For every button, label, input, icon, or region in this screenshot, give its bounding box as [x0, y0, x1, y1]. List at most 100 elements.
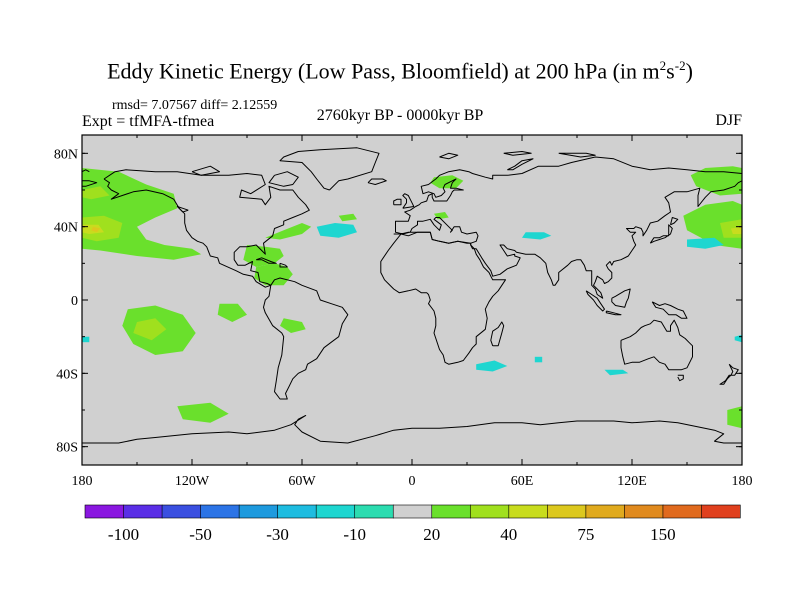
- coastline-4: [82, 180, 98, 187]
- colorbar-swatch-9: [431, 504, 471, 519]
- coastline-28: [503, 151, 532, 156]
- coastline-13: [585, 290, 605, 312]
- contour-patch-26: [534, 356, 543, 363]
- contour-patch-14: [82, 215, 123, 242]
- colorbar-swatch-10: [469, 504, 510, 519]
- coastline-11: [670, 217, 679, 226]
- coastline-24: [191, 165, 220, 176]
- coastline-6: [380, 231, 506, 365]
- axis-ticks: 80N 40N 0 40S 80S 180 120W 60W 0 60E 120E 180: [54, 135, 753, 489]
- colorbar-label: 75: [577, 525, 594, 544]
- title-sup-2: -2: [674, 58, 686, 73]
- contour-patch-22: [522, 232, 552, 240]
- experiment-label: Expt = tfMFA-tfmea: [82, 113, 215, 130]
- contour-patch-6: [177, 402, 229, 423]
- colorbar-swatch-13: [585, 504, 626, 519]
- y-tick-label: 0: [71, 294, 78, 309]
- contour-patch-19: [731, 226, 742, 234]
- colorbar-swatch-2: [161, 504, 202, 519]
- coastline-20: [256, 257, 277, 264]
- colorbar-swatch-0: [84, 504, 125, 519]
- colorbar-label: -50: [189, 525, 212, 544]
- colorbar-swatch-7: [354, 504, 394, 519]
- contour-field: [82, 166, 742, 429]
- contour-patch-24: [476, 360, 508, 372]
- colorbar-label: -100: [108, 525, 139, 544]
- coastline-1: [263, 277, 349, 400]
- coastline-3: [393, 156, 742, 244]
- colorbar-swatch-1: [123, 504, 163, 519]
- contour-patch-27: [82, 336, 90, 343]
- colorbar-label: 150: [650, 525, 676, 544]
- coastline-25: [82, 415, 742, 444]
- period-label: 2760kyr BP - 0000kyr BP: [316, 107, 484, 124]
- coastline-27: [558, 152, 596, 158]
- coastline-18: [393, 198, 402, 206]
- coastline-12: [649, 224, 673, 244]
- colorbar-swatch-5: [277, 504, 317, 519]
- x-tick-label: 180: [732, 474, 753, 489]
- coastline-10: [719, 363, 739, 385]
- colorbar-label: -30: [266, 525, 289, 544]
- chart-title: Eddy Kinetic Energy (Low Pass, Bloomfiel…: [0, 58, 800, 84]
- coastline-9: [677, 374, 684, 382]
- contour-patch-5: [217, 303, 247, 322]
- x-tick-label: 60W: [288, 474, 316, 489]
- title-mid: s: [666, 58, 675, 84]
- title-sup-1: 2: [659, 58, 667, 73]
- contour-patch-20: [91, 226, 101, 233]
- stats-text: rmsd= 7.07567 diff= 2.12559: [112, 98, 278, 113]
- contour-patch-1: [265, 223, 312, 240]
- coastline-19: [367, 178, 387, 185]
- colorbar-swatch-6: [315, 504, 356, 519]
- colorbar-swatch-8: [392, 504, 433, 519]
- coastline-21: [279, 262, 288, 268]
- coastline-23: [268, 171, 299, 187]
- contour-patch-15: [82, 186, 110, 200]
- coastline-7: [490, 321, 505, 347]
- x-tick-label: 0: [409, 474, 416, 489]
- x-tick-label: 180: [72, 474, 93, 489]
- colorbar-swatch-16: [701, 504, 741, 519]
- title-main: Eddy Kinetic Energy (Low Pass, Bloomfiel…: [107, 58, 660, 84]
- coastline-16: [651, 301, 688, 319]
- coastline-22: [176, 206, 189, 213]
- coastline-5: [470, 180, 742, 299]
- contour-patch-23: [687, 237, 724, 249]
- colorbar-label: 20: [423, 525, 440, 544]
- map-background: [82, 135, 742, 465]
- contour-patch-2: [243, 245, 284, 267]
- contour-patch-8: [338, 213, 357, 222]
- colorbar-swatch-15: [662, 504, 703, 519]
- coastline-26: [82, 169, 90, 173]
- contour-patch-25: [604, 369, 629, 376]
- contour-patch-3: [254, 263, 293, 286]
- contour-patch-16: [133, 318, 167, 341]
- x-tick-label: 120E: [617, 474, 647, 489]
- contour-patch-13: [727, 406, 742, 429]
- coastline-14: [605, 310, 622, 316]
- colorbar-swatch-14: [624, 504, 664, 519]
- x-tick-label: 60E: [511, 474, 534, 489]
- colorbar-swatch-12: [547, 504, 587, 519]
- contour-patch-21: [316, 223, 357, 238]
- contour-patch-9: [430, 175, 464, 189]
- y-tick-label: 40N: [54, 221, 78, 236]
- coastline-15: [611, 288, 631, 308]
- colorbar: -100 -50 -30 -10 20 40 75 150: [84, 504, 741, 544]
- colorbar-swatch-4: [238, 504, 279, 519]
- coastline-17: [402, 193, 415, 209]
- x-tick-label: 120W: [175, 474, 210, 489]
- contour-patch-7: [280, 318, 306, 333]
- coastline-29: [439, 152, 459, 160]
- colorbar-label: -10: [343, 525, 366, 544]
- colorbar-swatch-3: [200, 504, 240, 519]
- coastlines: [82, 147, 742, 444]
- season-label: DJF: [715, 112, 742, 129]
- y-tick-label: 40S: [56, 367, 78, 382]
- coastline-2: [279, 147, 380, 191]
- colorbar-swatch-11: [508, 504, 548, 519]
- y-tick-label: 80N: [54, 147, 78, 162]
- title-close: ): [685, 58, 693, 84]
